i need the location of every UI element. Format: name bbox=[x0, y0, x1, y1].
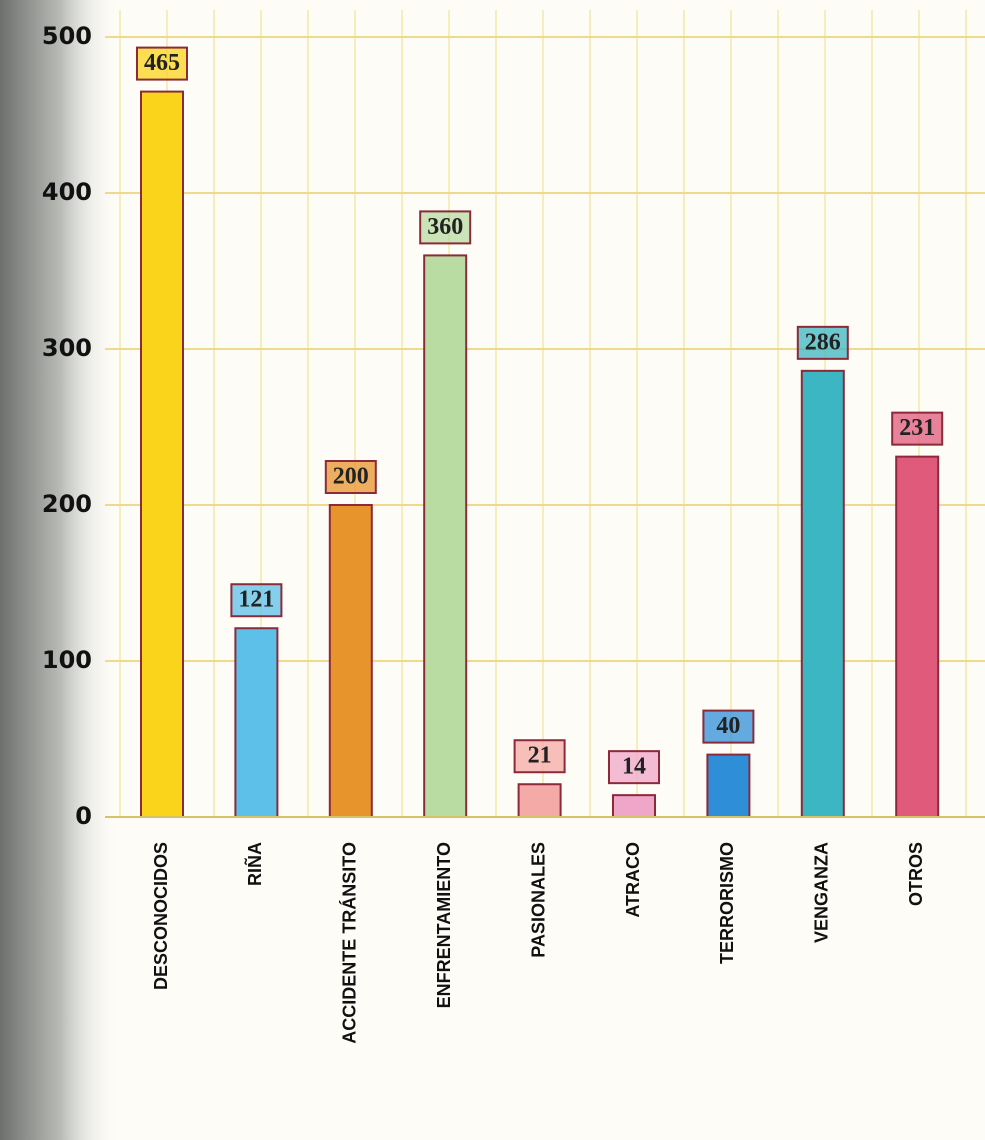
y-tick-label: 400 bbox=[42, 178, 92, 206]
y-tick-label: 300 bbox=[42, 334, 92, 362]
x-tick-label: PASIONALES bbox=[528, 842, 548, 958]
y-tick-label: 500 bbox=[42, 22, 92, 50]
value-label-box bbox=[891, 411, 944, 446]
bar bbox=[800, 369, 845, 818]
bar bbox=[140, 90, 184, 819]
value-label-box bbox=[796, 325, 849, 360]
value-label: 360 bbox=[427, 214, 463, 240]
value-label: 40 bbox=[716, 713, 740, 739]
bar bbox=[612, 794, 656, 818]
page-edge bbox=[0, 0, 120, 1140]
value-label-box bbox=[513, 739, 566, 774]
x-tick-label: ATRACO bbox=[623, 842, 643, 918]
y-tick-label: 200 bbox=[42, 490, 92, 518]
bar bbox=[895, 455, 940, 818]
bar bbox=[328, 504, 373, 818]
bar bbox=[517, 783, 562, 818]
value-label-box bbox=[136, 46, 188, 81]
y-tick-label: 100 bbox=[42, 646, 92, 674]
bar bbox=[234, 627, 279, 818]
value-label-box bbox=[608, 750, 660, 785]
x-tick-label: TERRORISMO bbox=[717, 842, 737, 964]
y-tick-label: 0 bbox=[75, 802, 92, 830]
bar bbox=[423, 254, 468, 818]
vertical-grid bbox=[119, 10, 967, 817]
value-label-box bbox=[419, 210, 472, 245]
value-label: 286 bbox=[805, 329, 841, 355]
x-tick-label: ACCIDENTE TRÁNSITO bbox=[339, 842, 360, 1044]
x-tick-label: OTROS bbox=[906, 842, 926, 906]
value-label-box bbox=[324, 460, 377, 494]
x-tick-label: DESCONOCIDOS bbox=[151, 842, 171, 990]
x-tick-label: ENFRENTAMIENTO bbox=[434, 842, 454, 1008]
bar bbox=[706, 753, 751, 818]
x-tick-label: VENGANZA bbox=[812, 842, 832, 943]
x-tick-label: RIÑA bbox=[244, 842, 265, 886]
value-label: 21 bbox=[528, 743, 552, 769]
value-label: 121 bbox=[238, 587, 274, 613]
value-label: 231 bbox=[899, 415, 935, 441]
value-label: 200 bbox=[333, 464, 369, 490]
value-label: 14 bbox=[622, 754, 646, 780]
value-label-box bbox=[702, 709, 755, 744]
value-label: 465 bbox=[144, 50, 180, 76]
value-label-box bbox=[230, 583, 283, 618]
